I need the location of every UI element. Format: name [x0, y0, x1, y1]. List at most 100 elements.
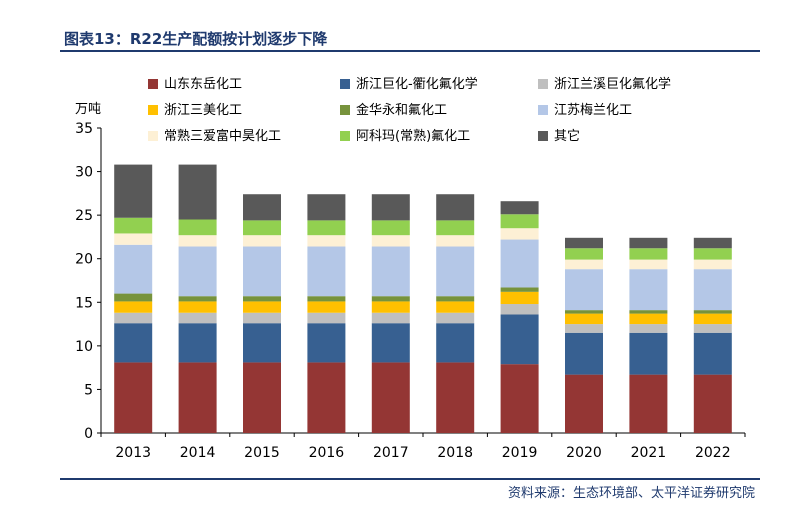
- bar-segment: [178, 301, 217, 313]
- x-tick-label: 2015: [244, 445, 280, 461]
- bar-segment: [693, 269, 732, 311]
- legend-item: 其它: [538, 125, 580, 144]
- bar-segment: [565, 259, 603, 270]
- bar-segment: [114, 217, 153, 234]
- bar-segment: [436, 246, 475, 297]
- legend-item: 金华永和氟化工: [340, 99, 447, 118]
- legend-swatch: [340, 79, 350, 89]
- legend-swatch: [340, 105, 350, 115]
- legend-swatch: [148, 79, 158, 89]
- y-tick-label: 5: [84, 382, 93, 398]
- bar-segment: [629, 269, 668, 311]
- bar-segment: [436, 323, 475, 363]
- y-tick-label: 30: [75, 165, 93, 181]
- title-bar: 图表13：R22生产配额按计划逐步下降: [60, 28, 760, 52]
- bar-segment: [500, 314, 539, 365]
- bar-segment: [565, 310, 603, 314]
- bar-segment: [243, 296, 281, 302]
- bar-segment: [114, 233, 153, 245]
- bar-segment: [178, 164, 217, 220]
- bar-segment: [500, 228, 539, 240]
- bar-segment: [114, 293, 153, 302]
- legend-item: 常熟三爱富中昊化工: [148, 125, 281, 144]
- bar-segment: [371, 301, 410, 313]
- legend-swatch: [340, 131, 350, 141]
- bar-segment: [436, 296, 475, 302]
- x-tick-label: 2013: [115, 445, 151, 461]
- bar-segment: [114, 312, 153, 324]
- bar-segment: [371, 235, 410, 247]
- bar-segment: [178, 323, 217, 363]
- bar-segment: [178, 235, 217, 247]
- bar-segment: [371, 296, 410, 302]
- bar-segment: [500, 239, 539, 288]
- bar-segment: [114, 323, 153, 363]
- legend-label: 其它: [554, 129, 581, 144]
- x-tick-label: 2014: [180, 445, 216, 461]
- legend-swatch: [148, 105, 158, 115]
- bar-segment: [371, 220, 410, 236]
- legend-item: 浙江兰溪巨化氟化学: [538, 73, 671, 92]
- bar-segment: [565, 248, 603, 260]
- bar-segment: [693, 248, 732, 260]
- bar-segment: [243, 220, 281, 236]
- bar-segment: [436, 301, 475, 313]
- bar-segment: [565, 237, 603, 249]
- x-tick-label: 2021: [631, 445, 667, 461]
- bar-segment: [565, 269, 603, 311]
- bar-segment: [693, 374, 732, 433]
- bar-segment: [307, 362, 346, 433]
- bar-segment: [436, 235, 475, 247]
- bar-segment: [693, 237, 732, 249]
- bar-segment: [243, 323, 281, 363]
- legend-swatch: [538, 131, 548, 141]
- y-tick-label: 0: [84, 426, 93, 442]
- footer-divider: [60, 478, 760, 480]
- legend-label: 山东东岳化工: [164, 77, 243, 92]
- legend-label: 阿科玛(常熟)氟化工: [356, 129, 471, 144]
- bar-segment: [629, 332, 668, 375]
- bar-segment: [436, 362, 475, 433]
- bar-segment: [114, 362, 153, 433]
- bar-segment: [307, 296, 346, 302]
- bar-segment: [371, 246, 410, 297]
- bar-segment: [371, 312, 410, 324]
- bar-segment: [629, 324, 668, 333]
- bar-segment: [693, 259, 732, 270]
- bar-segment: [178, 219, 217, 236]
- bar-segment: [565, 313, 603, 325]
- bar-segment: [693, 324, 732, 333]
- bar-segment: [371, 362, 410, 433]
- bar-segment: [629, 310, 668, 314]
- bar-segment: [114, 244, 153, 294]
- legend-item: 山东东岳化工: [148, 73, 242, 92]
- legend-swatch: [148, 131, 158, 141]
- legend-swatch: [538, 105, 548, 115]
- bar-segment: [693, 310, 732, 314]
- bar-segment: [243, 235, 281, 247]
- bar-segment: [307, 235, 346, 247]
- legend-item: 阿科玛(常熟)氟化工: [340, 125, 470, 144]
- bar-segment: [114, 164, 153, 218]
- y-tick-label: 25: [75, 208, 93, 224]
- bar-segment: [178, 362, 217, 433]
- bar-segment: [307, 323, 346, 363]
- bar-segment: [243, 246, 281, 297]
- bar-segment: [500, 304, 539, 315]
- bar-segment: [436, 194, 475, 221]
- y-tick-label: 10: [75, 339, 93, 355]
- bar-segment: [500, 201, 539, 215]
- bar-segment: [693, 332, 732, 375]
- bar-segment: [436, 312, 475, 324]
- legend-item: 浙江三美化工: [148, 99, 242, 118]
- x-tick-label: 2018: [437, 445, 473, 461]
- bar-segment: [243, 301, 281, 313]
- bar-segment: [243, 194, 281, 221]
- bar-segment: [436, 220, 475, 236]
- bar-segment: [371, 194, 410, 221]
- bar-segment: [307, 194, 346, 221]
- legend-label: 浙江巨化-衢化氟化学: [356, 77, 478, 92]
- bar-segment: [629, 248, 668, 260]
- bar-segment: [243, 362, 281, 433]
- legend-label: 江苏梅兰化工: [554, 103, 633, 118]
